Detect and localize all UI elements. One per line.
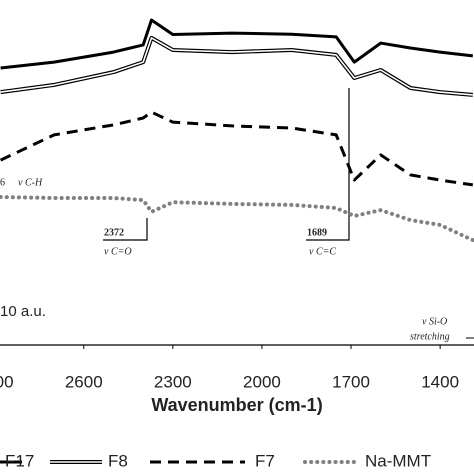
series-line	[0, 110, 474, 187]
annotation: 1689	[307, 227, 327, 238]
x-tick-label: 2300	[154, 372, 192, 391]
annotation: v C-H	[18, 177, 43, 188]
annotation: 2372	[104, 227, 124, 238]
annotation: v C=O	[104, 246, 132, 257]
annotation: 6	[0, 177, 5, 188]
annotation-bracket	[306, 88, 350, 241]
x-tick-label: 2600	[65, 372, 103, 391]
x-tick-label: 1400	[421, 372, 459, 391]
x-axis-label: Wavenumber (cm-1)	[151, 395, 322, 415]
annotation: v Si-O	[422, 316, 447, 327]
series-line	[0, 18, 473, 70]
x-tick-label: 1700	[332, 372, 370, 391]
legend-label: F8	[108, 451, 128, 470]
series-line	[0, 195, 474, 243]
annotation: v C=C	[309, 246, 336, 257]
legend-label: F17	[5, 451, 34, 470]
x-tick-label: 2000	[243, 372, 281, 391]
legend-label: Na-MMT	[365, 451, 431, 470]
annotation-bracket	[103, 218, 148, 241]
annotation: 10 a.u.	[0, 303, 46, 320]
legend-label: F7	[255, 451, 275, 470]
series-line-inner	[0, 37, 473, 96]
annotation: stretching	[410, 331, 450, 342]
x-tick-label: 2900	[0, 372, 14, 391]
